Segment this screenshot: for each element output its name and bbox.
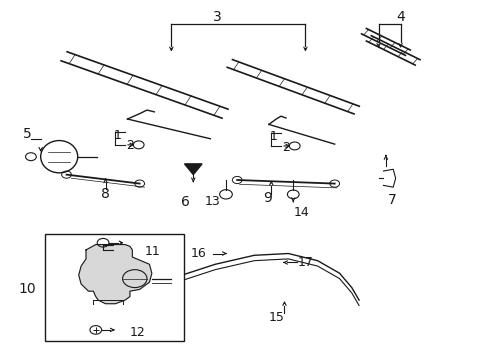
Text: 4: 4 [395,10,404,24]
Polygon shape [184,164,202,175]
Text: 9: 9 [263,191,272,205]
Text: 11: 11 [144,245,160,258]
Text: 2: 2 [126,139,134,152]
Text: 17: 17 [297,256,313,269]
Text: 1: 1 [269,130,277,144]
Text: 15: 15 [268,311,284,324]
Text: 6: 6 [180,194,189,208]
Bar [44,234,183,341]
Text: 1: 1 [114,129,122,142]
Text: 16: 16 [190,247,205,260]
Text: 12: 12 [130,326,145,339]
Text: 2: 2 [282,141,289,154]
Text: 5: 5 [23,127,32,141]
Text: 10: 10 [19,282,36,296]
Text: 8: 8 [101,186,110,201]
Text: 7: 7 [386,193,395,207]
Polygon shape [79,244,152,304]
Text: 14: 14 [293,206,308,219]
Text: 3: 3 [213,10,222,24]
Text: 13: 13 [204,195,220,208]
